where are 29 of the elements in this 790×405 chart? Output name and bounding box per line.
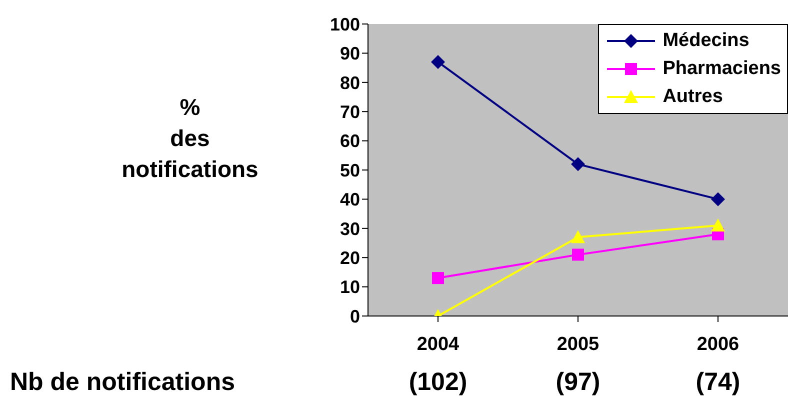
y-tick-label: 20 (340, 248, 360, 268)
y-tick-label: 10 (340, 277, 360, 298)
y-tick-label: 30 (340, 218, 360, 239)
y-tick-label: 100 (330, 14, 360, 34)
legend-label: Pharmaciens (662, 58, 781, 80)
point (431, 54, 445, 69)
text: (102) (408, 368, 468, 397)
x-tick-label: 2005 (556, 334, 600, 355)
y-tick-label: 70 (340, 102, 360, 122)
point (711, 218, 725, 232)
text: (74) (694, 368, 742, 397)
point (572, 248, 584, 261)
point (571, 157, 585, 172)
y-tick-label: 80 (340, 72, 360, 93)
x-tick-label: 2004 (416, 334, 460, 355)
y-tick-label: 50 (340, 160, 360, 180)
y-tick-label: 0 (350, 306, 360, 326)
legend-label: Autres (662, 86, 723, 108)
legend-label: Médecins (662, 30, 750, 52)
x-tick-label: 2006 (696, 334, 740, 355)
point (711, 192, 725, 206)
y-tick-label: 90 (340, 44, 360, 64)
y-tick-label: 40 (340, 190, 360, 210)
point (432, 272, 444, 284)
y-axis-title: % des notifications (120, 93, 260, 184)
point (571, 230, 585, 244)
text: (97) (554, 368, 602, 397)
y-tick-label: 60 (340, 131, 360, 152)
text: Nb de notifications (10, 368, 235, 397)
